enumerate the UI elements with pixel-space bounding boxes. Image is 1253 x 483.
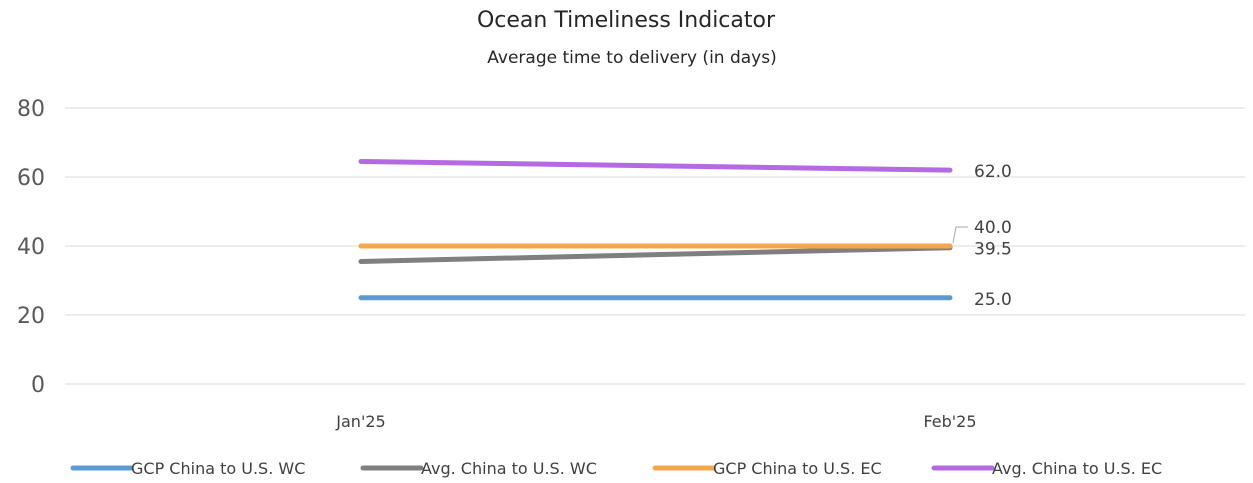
series-line-3 <box>358 158 953 173</box>
chart-title: Ocean Timeliness Indicator <box>477 8 776 33</box>
legend-label: Avg. China to U.S. WC <box>421 459 597 478</box>
x-tick-label: Feb'25 <box>923 412 976 431</box>
data-label-leader-line <box>952 226 968 244</box>
y-tick-label: 20 <box>17 304 45 329</box>
series-line-1 <box>358 245 953 265</box>
data-label: 40.0 <box>974 218 1012 238</box>
data-label: 25.0 <box>974 290 1012 310</box>
y-tick-label: 0 <box>31 373 45 398</box>
data-labels: 25.0 39.540.0 62.0 <box>952 162 1012 310</box>
legend-label: Avg. China to U.S. EC <box>992 459 1162 478</box>
data-label: 39.5 <box>974 240 1012 260</box>
y-tick-label: 60 <box>17 166 45 191</box>
chart-subtitle: Average time to delivery (in days) <box>487 48 776 68</box>
y-tick-label: 40 <box>17 235 45 260</box>
x-tick-label: Jan'25 <box>335 412 385 431</box>
x-axis-tick-labels: Jan'25 Feb'25 <box>335 412 976 431</box>
series-lines <box>358 158 953 301</box>
legend-label: GCP China to U.S. WC <box>131 459 305 478</box>
legend-label: GCP China to U.S. EC <box>713 459 882 478</box>
legend: GCP China to U.S. WC Avg. China to U.S. W… <box>70 459 1162 478</box>
y-tick-label: 80 <box>17 97 45 122</box>
y-axis-tick-labels: 0 20 40 60 80 <box>17 97 45 398</box>
data-label: 62.0 <box>974 162 1012 182</box>
